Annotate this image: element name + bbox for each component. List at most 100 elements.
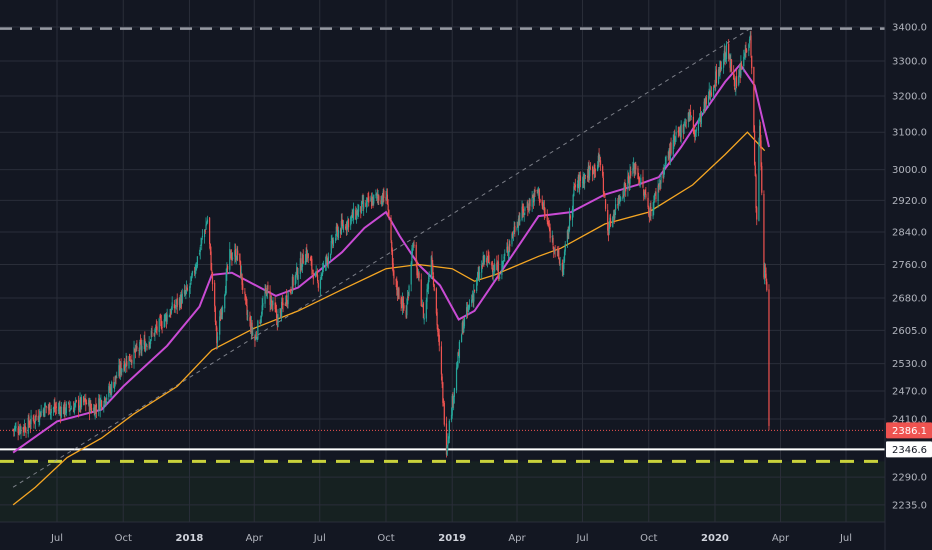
candle-body [260, 319, 262, 322]
candle-body [52, 407, 55, 410]
candle-body [134, 349, 136, 351]
candle-body [227, 265, 229, 270]
candle-body [684, 124, 686, 126]
candle-body [511, 234, 513, 245]
candle-body [239, 261, 242, 278]
candle-body [88, 400, 90, 413]
candle-body [603, 191, 605, 196]
candle-body [648, 206, 650, 216]
candle-body [403, 305, 405, 309]
candle-body [204, 230, 206, 232]
candle-body [322, 263, 324, 269]
candle-body [597, 155, 599, 167]
candle-body [30, 415, 32, 425]
x-tick-label: 2020 [701, 533, 729, 544]
candle-body [579, 175, 581, 181]
candle-body [143, 339, 145, 345]
candle-body [380, 200, 382, 204]
candle-body [340, 220, 342, 234]
candle-body [150, 330, 152, 338]
candle-body [647, 197, 649, 208]
candle-body [355, 211, 358, 221]
candle-body [704, 100, 706, 106]
candle-body [522, 206, 524, 212]
candle-body [587, 166, 589, 179]
candle-body [614, 212, 616, 218]
candle-body [763, 194, 765, 278]
candle-body [281, 301, 283, 316]
candle-body [83, 398, 85, 402]
candle-body [649, 208, 651, 217]
price-axis[interactable]: 2235.0 2290.0 2410.0 2470.0 2530.0 2605.0 2680… [892, 23, 927, 512]
candle-body [501, 260, 503, 276]
candle-body [305, 251, 307, 263]
candle-body [265, 288, 267, 290]
candle-body [481, 264, 483, 273]
x-tick-label: 2019 [438, 533, 466, 544]
candle-body [743, 54, 746, 57]
candle-body [32, 417, 34, 419]
candle-body [597, 165, 599, 171]
candle-body [497, 261, 499, 278]
candle-body [244, 291, 246, 294]
chart-grid [0, 0, 885, 522]
candle-body [230, 249, 232, 260]
candle-body [280, 309, 282, 317]
candle-body [468, 304, 471, 308]
candle-body [165, 315, 168, 322]
candle-body [583, 177, 585, 184]
candle-body [270, 299, 272, 308]
candle-body [292, 276, 294, 286]
candle-body [441, 376, 443, 385]
candle-body [713, 86, 715, 88]
candle-body [191, 271, 193, 276]
candle-body [341, 219, 343, 225]
candle-body [90, 407, 93, 412]
candle-body [54, 403, 56, 410]
candle-body [185, 290, 187, 294]
candle-body [198, 253, 201, 255]
candle-body [13, 427, 16, 431]
candle-body [94, 405, 96, 418]
candle-body [453, 388, 455, 397]
candle-body [529, 199, 531, 207]
candle-body [527, 209, 530, 211]
y-tick-label: 3300.0 [892, 57, 927, 68]
candle-body [612, 214, 615, 217]
candle-body [120, 362, 122, 373]
candle-body [440, 346, 443, 375]
candle-body [368, 196, 370, 203]
candle-body [471, 299, 473, 304]
candle-body [748, 44, 750, 51]
candle-body [29, 425, 31, 427]
candle-body [391, 249, 394, 265]
candle-body [75, 400, 78, 402]
candle-body [664, 162, 666, 165]
candle-body [674, 136, 676, 141]
candle-body [306, 252, 309, 260]
candle-body [262, 303, 264, 307]
candle-body [576, 184, 579, 188]
candle-body [672, 139, 674, 155]
candle-body [699, 112, 702, 122]
candle-body [488, 255, 490, 263]
candle-body [214, 282, 216, 307]
candle-body [355, 209, 357, 220]
candle-body [317, 282, 319, 288]
candle-body [678, 130, 680, 133]
candle-body [670, 142, 672, 154]
candle-body [74, 402, 76, 406]
candle-body [675, 132, 677, 135]
candle-body [59, 409, 62, 416]
candle-body [321, 274, 323, 277]
candle-body [378, 195, 380, 201]
time-axis[interactable]: Jul Oct 2018 Apr Jul Oct 2019 Apr Jul Oct 2020 Apr J… [50, 533, 852, 544]
candle-body [574, 184, 576, 188]
candle-body [144, 344, 147, 352]
candle-body [643, 189, 645, 196]
candle-body [624, 184, 626, 185]
candle-body [446, 445, 448, 455]
candle-body [445, 423, 448, 455]
candle-body [607, 231, 610, 236]
